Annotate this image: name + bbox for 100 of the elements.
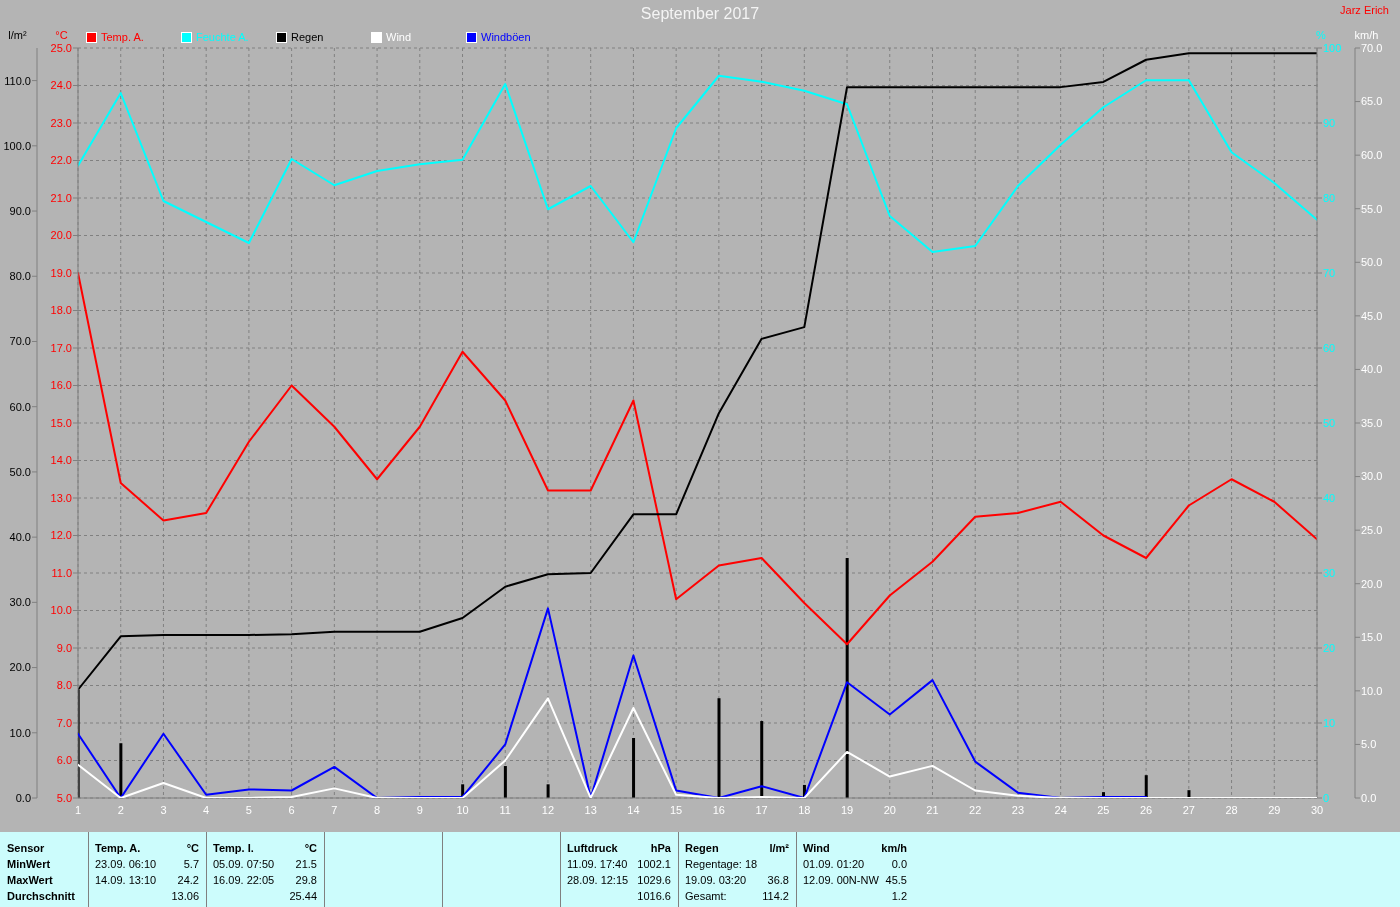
y-tick-label: 22.0 — [50, 154, 72, 167]
x-tick-label: 15 — [670, 803, 683, 816]
line-series — [78, 74, 1317, 253]
y-axis-title: km/h — [1354, 29, 1379, 41]
y3-tick-label: 80 — [1323, 191, 1336, 204]
bar — [119, 743, 123, 798]
y2-tick-label: 20.0 — [9, 661, 31, 674]
y-tick-label: 40.0 — [1361, 363, 1383, 376]
x-tick-label: 30 — [1310, 803, 1324, 816]
y3-tick-label: 100 — [1323, 41, 1342, 54]
y3-tick-label: 40 — [1323, 491, 1336, 504]
y-tick-label: 19.0 — [50, 266, 72, 279]
y2-axis-title: l/m² — [8, 29, 27, 41]
y2-tick-label: 100.0 — [3, 139, 31, 152]
x-tick-label: 10 — [456, 803, 469, 816]
text: Jarz Erich — [1340, 4, 1389, 16]
x-tick-label: 5 — [245, 803, 252, 816]
y-tick-label: 25.0 — [50, 41, 72, 54]
y-tick-label: 25.0 — [1361, 524, 1383, 537]
bar — [717, 698, 721, 798]
y-tick-label: 60.0 — [1361, 149, 1383, 162]
x-tick-label: 27 — [1182, 803, 1195, 816]
y-tick-label: 16.0 — [50, 379, 72, 392]
y-tick-label: 21.0 — [50, 191, 72, 204]
chart-title: September 2017 — [640, 5, 760, 22]
legend-label: Regen — [291, 31, 324, 43]
y-tick-label: 70.0 — [1361, 41, 1383, 54]
y-tick-label: 8.0 — [56, 679, 72, 692]
y-tick-label: 35.0 — [1361, 416, 1383, 429]
y-tick-label: 11.0 — [51, 566, 72, 579]
legend-label: Windböen — [481, 31, 531, 43]
x-tick-label: 29 — [1268, 803, 1281, 816]
legend-label: Temp. A. — [101, 31, 144, 43]
y3-tick-label: 20 — [1323, 641, 1336, 654]
x-tick-label: 26 — [1139, 803, 1153, 816]
x-tick-label: 17 — [755, 803, 768, 816]
x-tick-label: 14 — [627, 803, 640, 816]
x-tick-label: 28 — [1225, 803, 1238, 816]
x-tick-label: 9 — [416, 803, 423, 816]
y3-axis-title: % — [1316, 29, 1327, 41]
y-tick-label: 14.0 — [50, 454, 72, 467]
line-series — [78, 272, 1317, 646]
y-tick-label: 65.0 — [1361, 95, 1383, 108]
x-tick-label: 16 — [712, 803, 725, 816]
x-tick-label: 12 — [541, 803, 555, 816]
y2-tick-label: 40.0 — [9, 531, 31, 544]
stats-panel: Sensor MinWert MaxWert Durchschnitt Temp. A. °C 23.09. 06:10 5.7 14.09. 13:10 24.2 13.06 Temp. I. °C 05.09. 07:50 21.5 16.09. 22:05 29.8 25.44 Luftdruck hPa 11.09. 17:40 1002.1 28.09. 12:15 1029.6 1016.6 Regen l/m² Regentage: 18 19.09. 03:20 36.8 Gesamt: 114.2 Wind km/h 01.09. 01:20 0.0 12.09. 00N-NW 45.5 1.2 — [0, 832, 1400, 907]
y-tick-label: 13.0 — [50, 491, 72, 504]
y-tick-label: 10.0 — [50, 604, 72, 617]
y3-tick-label: 60 — [1323, 341, 1336, 354]
y-tick-label: 24.0 — [50, 79, 72, 92]
y-tick-label: 30.0 — [1361, 470, 1383, 483]
y2-tick-label: 90.0 — [9, 204, 31, 217]
x-tick-label: 6 — [288, 803, 295, 816]
y3-tick-label: 0 — [1323, 791, 1330, 804]
y-tick-label: 20.0 — [1361, 577, 1383, 590]
x-tick-label: 18 — [798, 803, 811, 816]
y2-tick-label: 110.0 — [4, 74, 31, 87]
bar — [845, 558, 849, 798]
legend-label: Feuchte A. — [196, 31, 249, 43]
bar — [760, 721, 764, 798]
x-tick-label: 8 — [374, 803, 381, 816]
y-tick-label: 50.0 — [1361, 256, 1383, 269]
y3-tick-label: 50 — [1323, 416, 1336, 429]
y-tick-label: 10.0 — [1361, 684, 1383, 697]
y-tick-label: 17.0 — [50, 341, 72, 354]
y2-tick-label: 50.0 — [9, 465, 31, 478]
y3-tick-label: 30 — [1323, 566, 1336, 579]
bar — [1144, 775, 1148, 798]
legend-label: Wind — [386, 31, 412, 43]
y-tick-label: 12.0 — [50, 529, 72, 542]
x-tick-label: 1 — [74, 803, 82, 816]
x-tick-label: 11 — [499, 803, 511, 816]
y-tick-label: 5.0 — [56, 791, 72, 804]
y2-tick-label: 70.0 — [9, 335, 31, 348]
y2-tick-label: 30.0 — [9, 596, 31, 609]
bar — [632, 738, 636, 798]
x-tick-label: 21 — [926, 803, 939, 816]
line-series — [78, 607, 1148, 798]
x-tick-label: 23 — [1011, 803, 1025, 816]
y-tick-label: 55.0 — [1361, 202, 1383, 215]
y-tick-label: 23.0 — [50, 116, 72, 129]
y-tick-label: 18.0 — [50, 304, 72, 317]
y-tick-label: 6.0 — [56, 754, 72, 767]
x-tick-label: 4 — [203, 803, 210, 816]
y-tick-label: 9.0 — [56, 641, 72, 654]
y-tick-label: 20.0 — [50, 229, 72, 242]
bar — [546, 784, 550, 798]
y-tick-label: 45.0 — [1361, 309, 1383, 322]
x-tick-label: 22 — [969, 803, 982, 816]
y2-tick-label: 80.0 — [9, 270, 31, 283]
y-tick-label: 7.0 — [56, 716, 72, 729]
y-tick-label: 5.0 — [1361, 738, 1377, 751]
y-tick-label: 15.0 — [50, 416, 72, 429]
y2-tick-label: 0.0 — [15, 791, 31, 804]
x-tick-label: 25 — [1097, 803, 1110, 816]
y3-tick-label: 10 — [1323, 716, 1336, 729]
x-tick-label: 24 — [1054, 803, 1067, 816]
y3-tick-label: 70 — [1323, 266, 1336, 279]
bar — [503, 766, 507, 798]
